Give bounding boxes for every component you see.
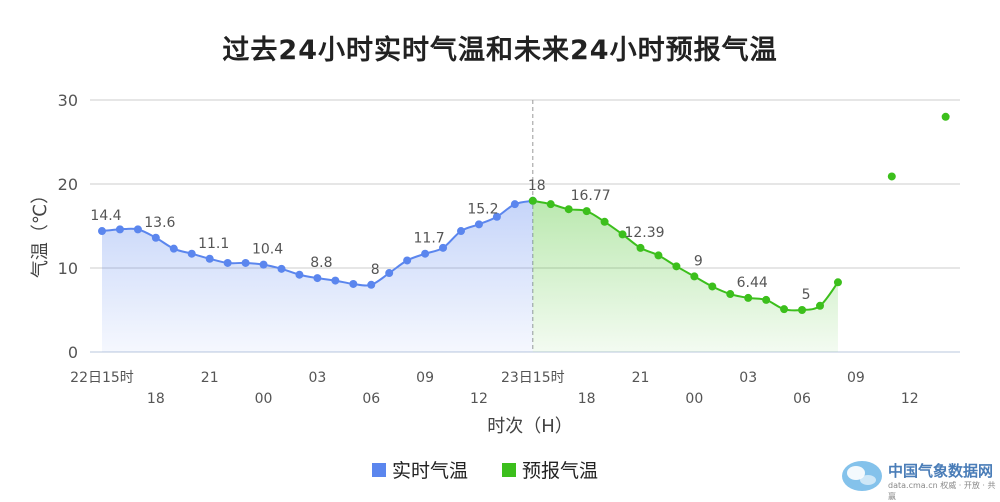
- cma-logo-icon: [842, 461, 882, 491]
- watermark-url: data.cma.cn 权威 · 开放 · 共赢: [888, 481, 996, 501]
- data-point-observed: [277, 264, 286, 273]
- data-point-forecast: [672, 262, 681, 271]
- legend-label-observed: 实时气温: [392, 460, 469, 482]
- x-tick-label: 21: [201, 370, 219, 386]
- x-tick-label: 18: [147, 391, 165, 407]
- data-point-observed: [151, 233, 160, 242]
- x-tick-label: 03: [308, 370, 326, 386]
- data-point-observed: [349, 279, 358, 288]
- legend-item-observed[interactable]: 实时气温: [372, 456, 468, 483]
- y-axis-label: 气温（℃）: [30, 186, 51, 278]
- chart-title: 过去24小时实时气温和未来24小时预报气温: [222, 35, 778, 66]
- data-label-observed: 10.4: [252, 242, 283, 258]
- y-tick-label: 30: [58, 91, 78, 110]
- legend-swatch-observed: [372, 462, 386, 477]
- data-point-forecast: [528, 196, 537, 205]
- x-tick-label: 00: [255, 391, 273, 407]
- data-label-observed: 11.1: [198, 236, 229, 252]
- data-label-forecast: 6.44: [737, 275, 768, 291]
- data-point-forecast: [798, 306, 807, 314]
- data-point-observed: [385, 269, 394, 278]
- data-label-observed: 11.7: [414, 231, 445, 247]
- data-point-forecast: [744, 293, 753, 302]
- data-point-forecast: [618, 230, 627, 239]
- data-point-forecast: [582, 207, 591, 216]
- data-point-forecast-extra: [887, 172, 896, 181]
- area-forecast: [532, 200, 838, 352]
- data-point-forecast: [708, 282, 717, 291]
- data-point-observed: [492, 212, 501, 221]
- data-point-observed: [115, 225, 124, 234]
- data-point-observed: [439, 243, 448, 252]
- data-point-observed: [133, 225, 142, 234]
- data-point-forecast: [564, 205, 573, 214]
- data-label-forecast: 9: [694, 253, 703, 269]
- y-tick-label: 10: [58, 259, 78, 278]
- data-point-observed: [457, 227, 465, 236]
- data-label-forecast: 12.39: [624, 225, 664, 241]
- data-point-observed: [259, 260, 268, 269]
- data-point-forecast: [654, 251, 663, 260]
- data-label-observed: 15.2: [467, 201, 498, 217]
- data-point-forecast: [762, 295, 771, 304]
- data-point-forecast: [833, 278, 842, 287]
- data-point-forecast: [600, 217, 609, 226]
- data-point-forecast: [690, 272, 699, 281]
- data-point-observed: [295, 270, 304, 279]
- x-tick-label: 23日15时: [501, 370, 565, 386]
- x-tick-label: 21: [632, 370, 650, 386]
- area-layer: [102, 200, 838, 352]
- legend-item-forecast[interactable]: 预报气温: [502, 456, 598, 483]
- data-point-observed: [510, 200, 519, 209]
- data-point-forecast: [780, 305, 789, 314]
- data-point-observed: [331, 276, 340, 285]
- x-axis-label: 时次（H）: [487, 416, 573, 437]
- legend-label-forecast: 预报气温: [522, 460, 599, 482]
- data-point-observed: [98, 227, 106, 236]
- data-point-observed: [474, 220, 483, 229]
- data-point-observed: [421, 249, 430, 258]
- x-tick-label: 12: [901, 391, 919, 407]
- x-tick-label: 22日15时: [70, 370, 134, 386]
- x-tick-label: 06: [793, 391, 811, 407]
- x-tick-label: 12: [470, 391, 488, 407]
- data-point-observed: [205, 254, 214, 263]
- data-point-observed: [169, 244, 178, 253]
- data-point-observed: [187, 249, 196, 258]
- data-label-observed: 18: [528, 178, 546, 194]
- x-tick-label: 03: [739, 370, 757, 386]
- y-tick-label: 0: [68, 343, 78, 362]
- data-label-observed: 13.6: [144, 215, 175, 231]
- x-tick-label: 09: [416, 370, 434, 386]
- data-label-observed: 8.8: [310, 255, 332, 271]
- data-label-forecast: 16.77: [571, 188, 611, 204]
- point-layer: [98, 112, 950, 314]
- data-point-forecast: [636, 243, 645, 252]
- x-tick-label: 06: [362, 391, 380, 407]
- data-point-observed: [223, 258, 232, 267]
- data-point-forecast: [816, 301, 824, 310]
- legend-swatch-forecast: [502, 462, 517, 477]
- y-tick-label: 20: [58, 175, 78, 194]
- data-point-forecast: [726, 290, 735, 299]
- data-point-forecast-extra: [941, 112, 950, 121]
- data-label-observed: 8: [371, 262, 380, 278]
- x-tick-label: 09: [847, 370, 865, 386]
- watermark-site-name: 中国气象数据网: [888, 462, 994, 480]
- data-point-observed: [313, 274, 322, 283]
- data-point-observed: [241, 258, 250, 267]
- legend: 实时气温 预报气温: [372, 456, 598, 483]
- data-label-forecast: 5: [802, 287, 811, 303]
- data-point-forecast: [546, 200, 555, 209]
- axis-layer: 0 10 20 30 22日15时 21 03 09 23日15时 21 03 09 18 00 06 12 1…: [58, 91, 919, 407]
- area-observed: [102, 200, 533, 352]
- x-tick-label: 00: [685, 391, 703, 407]
- x-tick-label: 18: [578, 391, 596, 407]
- data-point-observed: [367, 280, 376, 289]
- label-layer: 14.4 13.6 11.1 10.4 8.8 8 11.7 15.2 18 16.77 12.39…: [90, 178, 810, 303]
- data-label-observed: 14.4: [90, 208, 121, 224]
- data-point-observed: [403, 256, 412, 265]
